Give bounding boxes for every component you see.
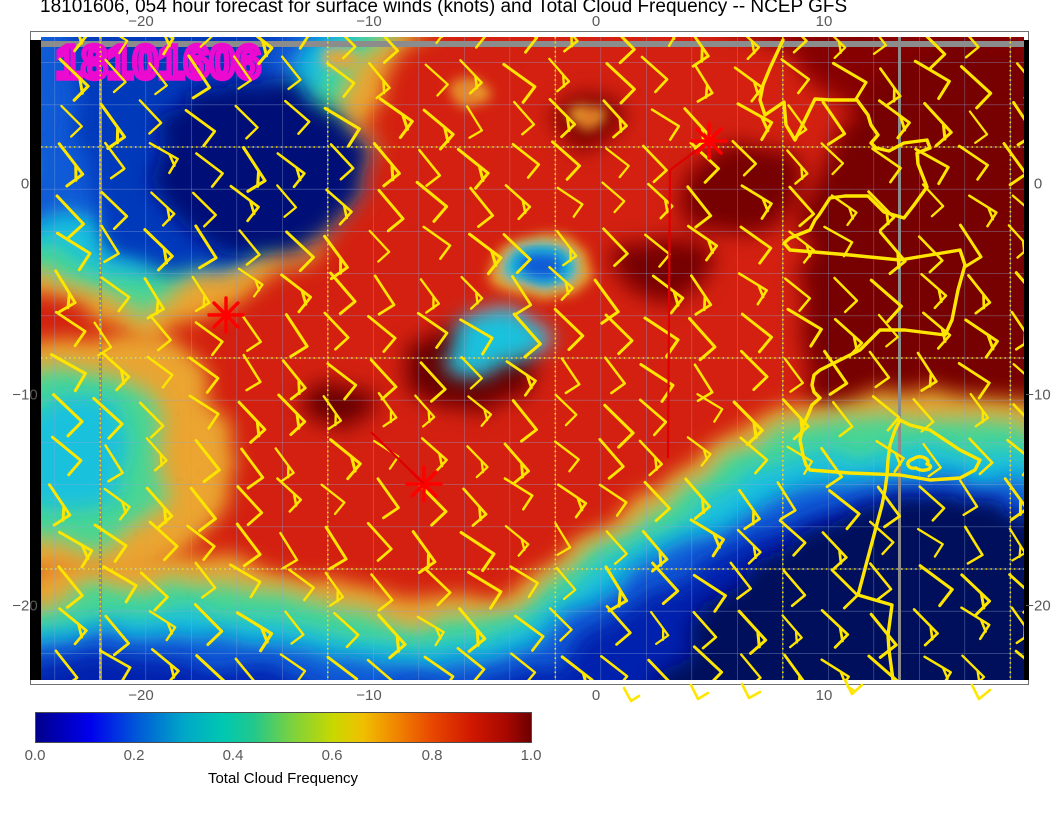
svg-text:18101606: 18101606 <box>56 37 261 88</box>
